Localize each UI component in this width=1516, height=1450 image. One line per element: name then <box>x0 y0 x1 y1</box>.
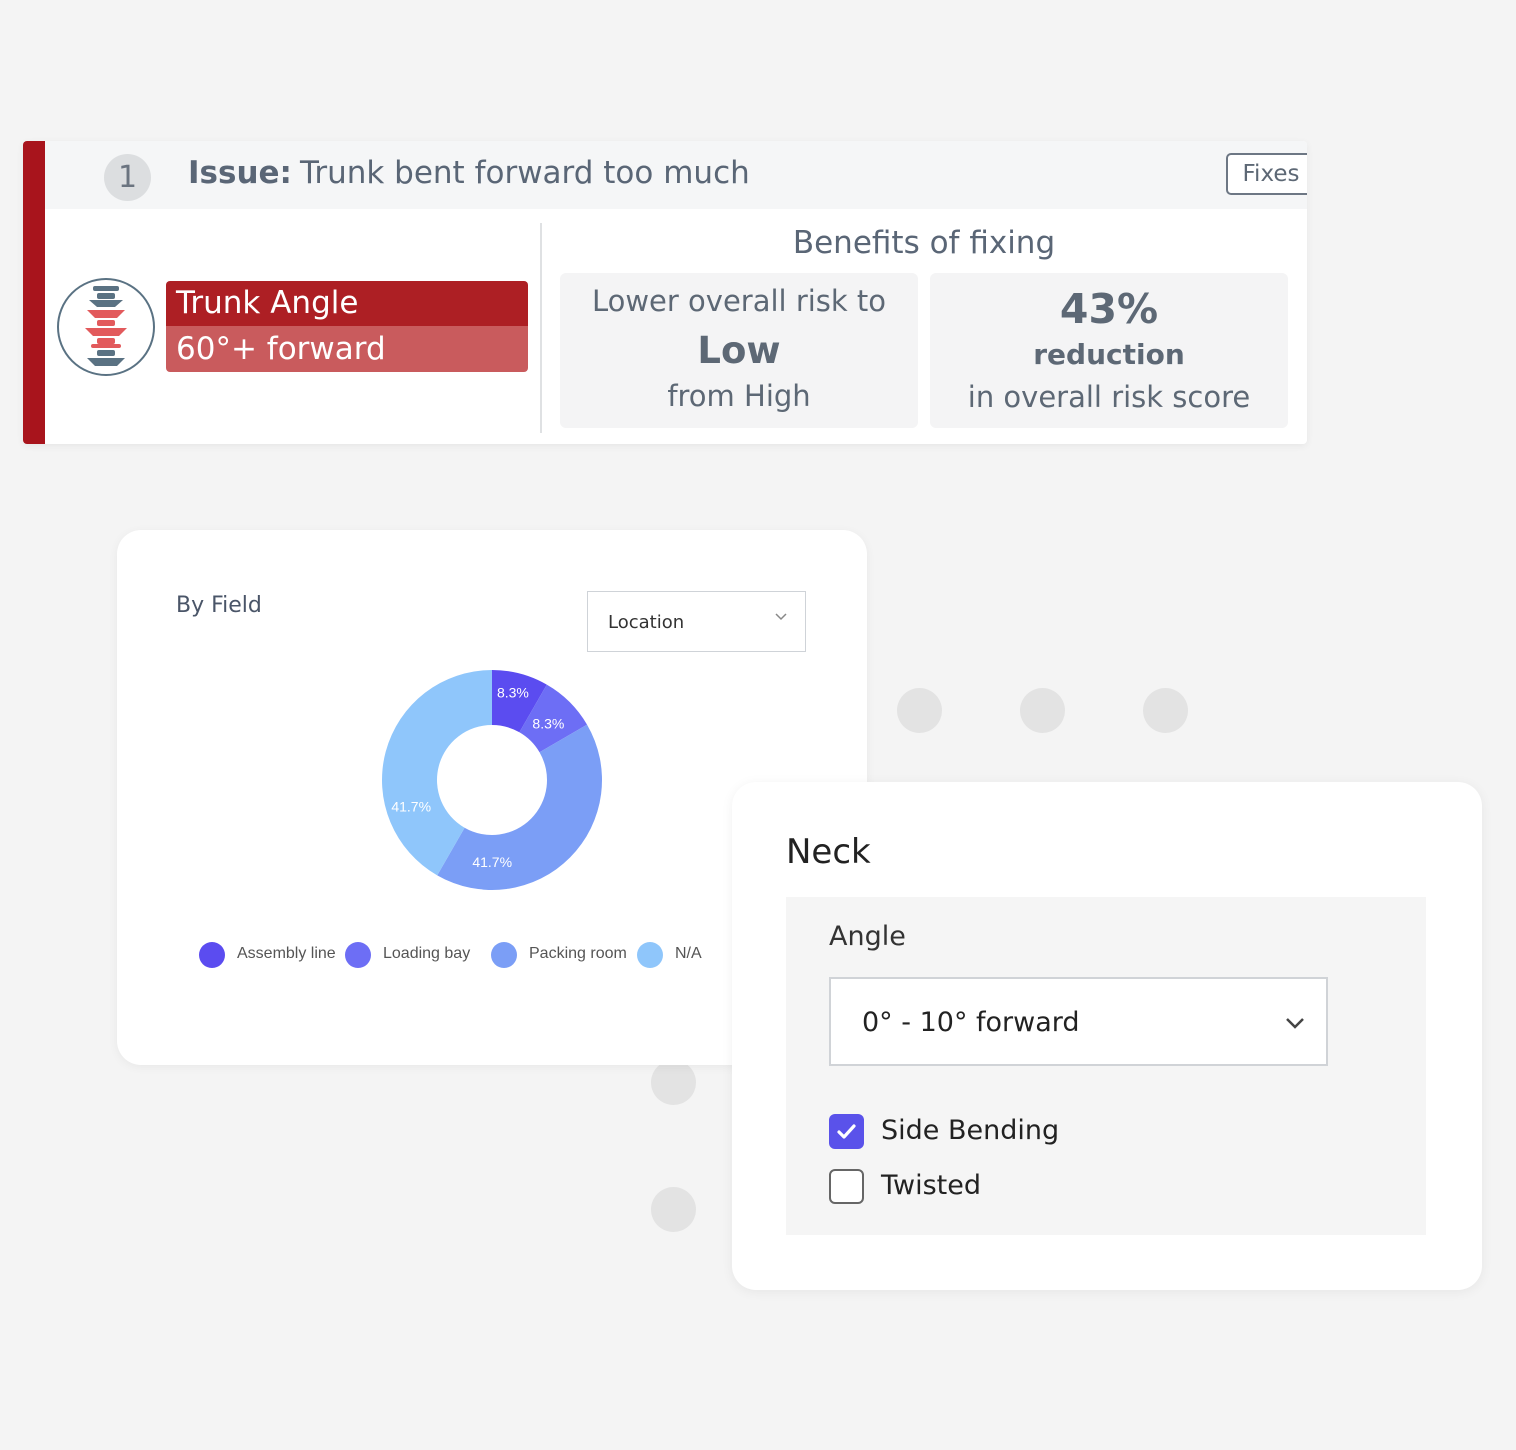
neck-panel: Angle 0° - 10° forward Side Bending Twis… <box>786 897 1426 1235</box>
decorative-dot <box>1020 688 1065 733</box>
benefit-risk-from: from High <box>667 379 811 413</box>
slice-label: 8.3% <box>532 715 564 731</box>
spine-icon <box>57 278 155 376</box>
slice-label: 41.7% <box>472 854 512 870</box>
legend-dot <box>637 942 663 968</box>
pie-slice <box>519 684 588 753</box>
decorative-dot <box>651 1060 696 1105</box>
legend-dot <box>345 942 371 968</box>
neck-card: Neck Angle 0° - 10° forward Side Bending… <box>732 782 1482 1290</box>
pie-slice <box>492 670 547 733</box>
decorative-dot <box>1143 688 1188 733</box>
issue-label: Issue: <box>188 155 292 191</box>
card-title: By Field <box>176 593 262 618</box>
donut-chart: 8.3%8.3% 41.7% 41.7% <box>382 670 602 890</box>
pie-slice <box>437 724 602 890</box>
legend-label[interactable]: Loading bay <box>383 945 471 962</box>
slice-label: 41.7% <box>391 798 431 814</box>
twisted-checkbox[interactable] <box>829 1169 864 1204</box>
benefit-risk-reduction: 43% reduction in overall risk score <box>930 273 1288 428</box>
benefit-risk-level: Lower overall risk to Low from High <box>560 273 918 428</box>
issue-title-text: Trunk bent forward too much <box>299 155 750 191</box>
fixes-button[interactable]: Fixes <box>1226 153 1307 195</box>
chevron-down-icon <box>1283 1011 1307 1039</box>
issue-card: 1 Issue: Trunk bent forward too much Fixe… <box>23 141 1307 444</box>
side-bending-label: Side Bending <box>881 1115 1060 1146</box>
angle-select[interactable]: 0° - 10° forward <box>829 977 1328 1066</box>
checkmark-icon <box>837 1124 856 1139</box>
neck-title: Neck <box>786 832 871 872</box>
posture-name: Trunk Angle <box>166 281 528 326</box>
legend-dot <box>199 942 225 968</box>
decorative-dot <box>651 1187 696 1232</box>
chevron-down-icon <box>774 608 788 627</box>
pie-slice <box>382 670 492 876</box>
legend-label[interactable]: Assembly line <box>237 945 336 962</box>
benefits-title: Benefits of fixing <box>792 225 1056 261</box>
posture-badge: Trunk Angle 60°+ forward <box>166 281 528 372</box>
divider <box>540 223 542 433</box>
field-select[interactable]: Location <box>587 591 806 652</box>
benefit-risk-level-value: Low <box>697 329 781 372</box>
angle-label: Angle <box>829 921 906 952</box>
reduction-label: reduction <box>1033 338 1185 371</box>
decorative-dot <box>897 688 942 733</box>
slice-label: 8.3% <box>497 684 529 700</box>
issue-header: 1 Issue: Trunk bent forward too much Fixe… <box>45 141 1307 209</box>
angle-select-value: 0° - 10° forward <box>862 1007 1080 1038</box>
severity-bar <box>23 141 45 444</box>
issue-number-badge: 1 <box>104 154 151 201</box>
side-bending-checkbox[interactable] <box>829 1114 864 1149</box>
twisted-label: Twisted <box>881 1170 982 1201</box>
legend-label[interactable]: N/A <box>675 945 702 962</box>
field-select-value: Location <box>608 612 685 633</box>
benefit-risk-text: Lower overall risk to <box>591 284 887 318</box>
reduction-description: in overall risk score <box>967 380 1251 414</box>
reduction-percent: 43% <box>1059 285 1159 333</box>
legend-label[interactable]: Packing room <box>529 945 627 962</box>
legend-dot <box>491 942 517 968</box>
posture-value: 60°+ forward <box>166 326 528 372</box>
issue-title: Issue: Trunk bent forward too much <box>188 155 750 191</box>
